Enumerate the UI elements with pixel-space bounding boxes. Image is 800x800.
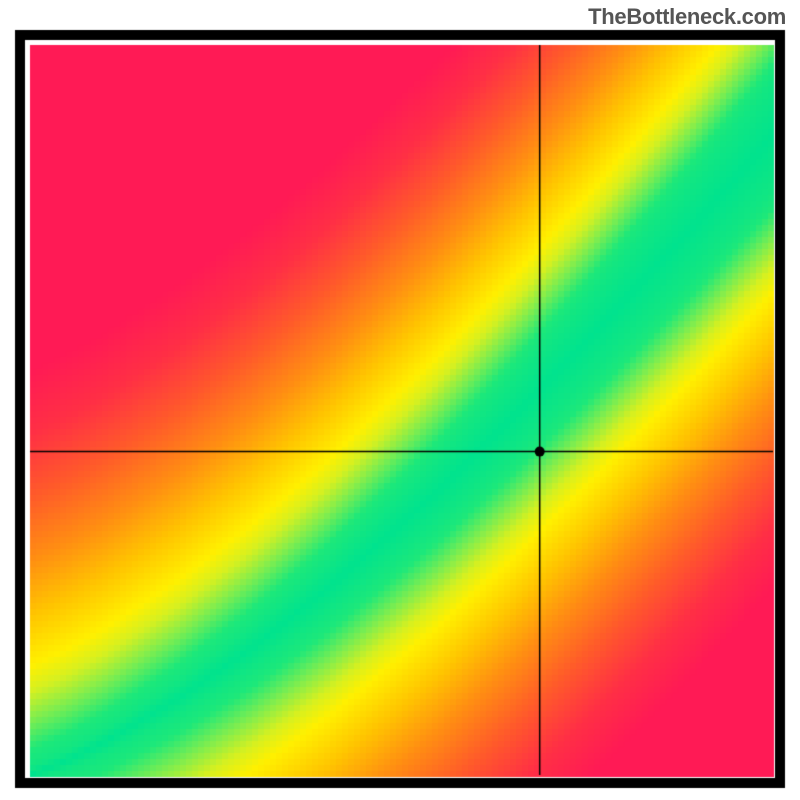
- watermark-text: TheBottleneck.com: [588, 4, 786, 30]
- bottleneck-heatmap: [0, 0, 800, 800]
